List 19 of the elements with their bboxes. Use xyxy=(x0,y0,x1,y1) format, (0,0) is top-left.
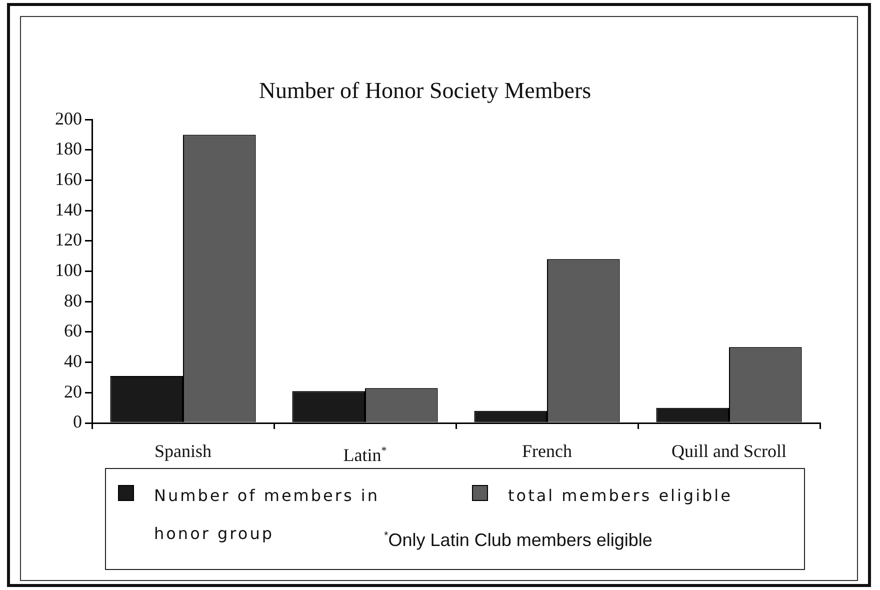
x-tick-label: Spanish xyxy=(154,440,212,462)
x-tick-label: Latin$^{*}$ xyxy=(343,444,387,466)
text: $^{*}$Only Latin Club members eligible xyxy=(384,529,652,551)
chart-title: Number of Honor Society Members xyxy=(258,78,592,103)
y-tick-label: 180 xyxy=(55,138,82,159)
y-tick-label: 40 xyxy=(64,351,82,372)
y-tick-label: 0 xyxy=(73,412,82,432)
y-tick-label: 100 xyxy=(55,260,82,280)
y-tick-label: 120 xyxy=(55,230,82,250)
y-tick-label: 60 xyxy=(64,320,82,341)
y-tick-label: 80 xyxy=(64,290,82,310)
y-tick-label: 20 xyxy=(64,381,82,402)
y-tick-label: 140 xyxy=(55,199,82,220)
legend-label: total members eligible xyxy=(508,485,734,507)
y-tick-label: 200 xyxy=(55,108,82,128)
y-tick-label: 160 xyxy=(55,169,82,190)
legend-label: Number of members in honor group xyxy=(154,486,380,543)
x-tick-label: Quill and Scroll xyxy=(672,440,786,462)
x-tick-label: French xyxy=(522,440,572,462)
